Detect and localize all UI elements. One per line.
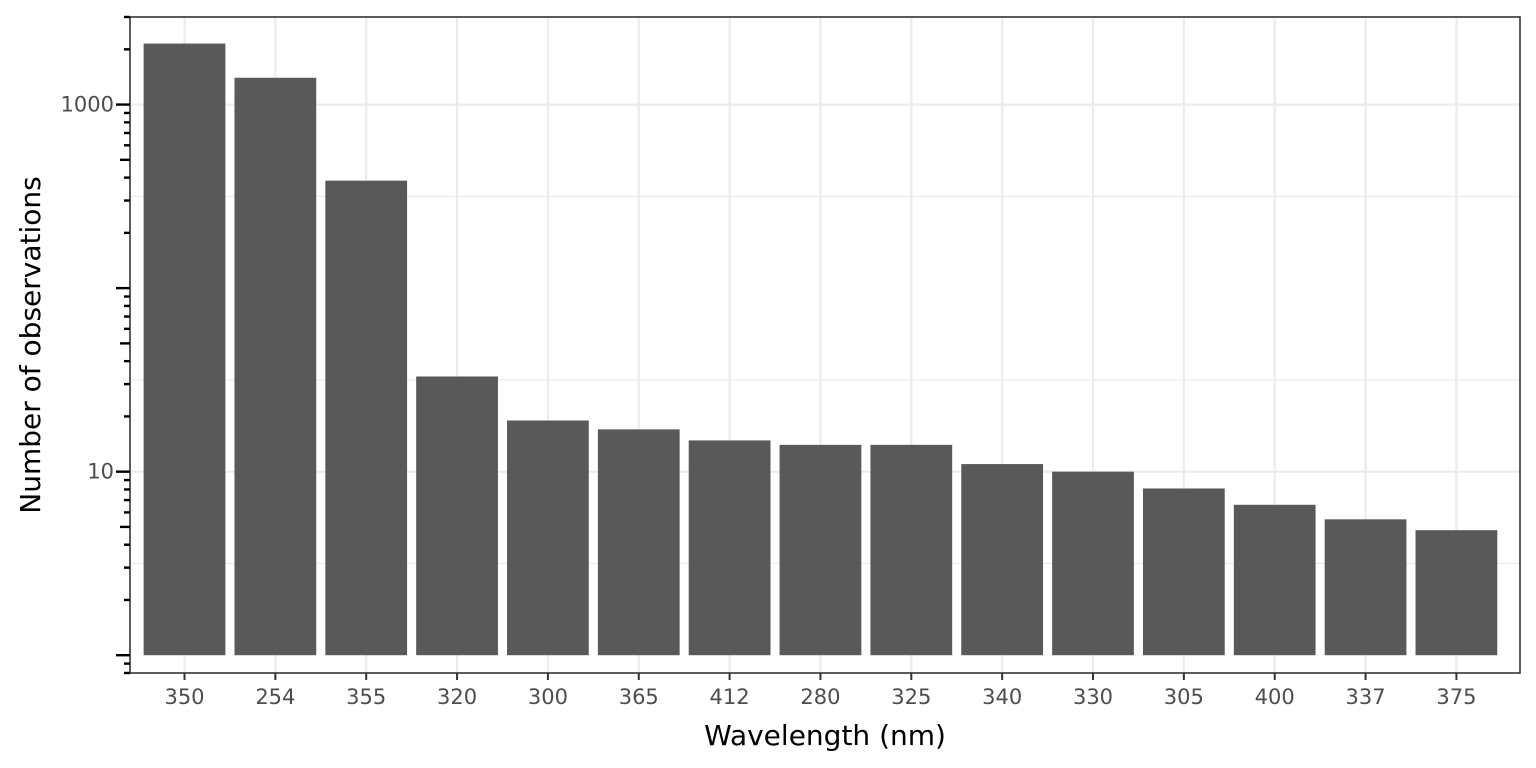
x-tick-label: 350 — [164, 685, 204, 709]
bar-330 — [1052, 471, 1134, 656]
x-tick-label: 280 — [800, 685, 840, 709]
bar-325 — [870, 444, 953, 656]
x-tick-label: 400 — [1255, 685, 1295, 709]
x-axis: 350 254 355 320 300 365 412 280 325 340 330 305 400 3… — [164, 673, 1476, 709]
x-axis-title: Wavelength (nm) — [704, 719, 946, 752]
x-tick-label: 305 — [1164, 685, 1204, 709]
bar-400 — [1233, 504, 1316, 656]
bars — [143, 43, 1498, 656]
y-tick-label: 10 — [87, 460, 114, 484]
bar-412 — [688, 440, 771, 656]
bar-320 — [416, 376, 498, 656]
bar-337 — [1324, 519, 1407, 656]
x-tick-label: 340 — [982, 685, 1022, 709]
x-tick-label: 412 — [710, 685, 750, 709]
x-tick-label: 365 — [619, 685, 659, 709]
bar-355 — [325, 180, 408, 656]
bar-300 — [507, 420, 589, 656]
y-axis: 10 1000 — [61, 15, 130, 675]
bar-254 — [234, 77, 317, 656]
x-tick-label: 355 — [346, 685, 386, 709]
plot-border — [129, 16, 1521, 674]
x-tick-label: 300 — [528, 685, 568, 709]
bar-340 — [961, 464, 1044, 656]
bar-375 — [1415, 530, 1498, 656]
bar-280 — [779, 444, 862, 656]
x-tick-label: 325 — [891, 685, 931, 709]
bar-350 — [143, 43, 226, 656]
bar-305 — [1142, 488, 1225, 656]
x-tick-label: 254 — [255, 685, 295, 709]
y-tick-label: 1000 — [61, 93, 114, 117]
x-tick-label: 337 — [1346, 685, 1386, 709]
y-axis-title: Number of observations — [14, 176, 47, 513]
bar-365 — [597, 429, 680, 656]
x-tick-label: 375 — [1436, 685, 1476, 709]
x-tick-label: 320 — [437, 685, 477, 709]
x-tick-label: 330 — [1073, 685, 1113, 709]
